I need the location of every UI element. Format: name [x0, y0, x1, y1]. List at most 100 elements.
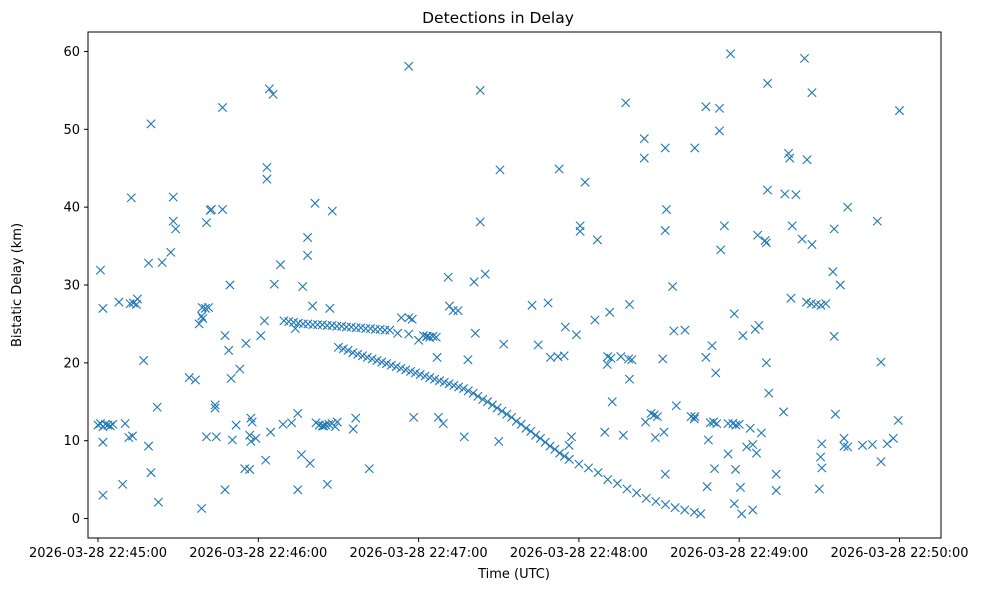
data-point-clutter: [690, 411, 700, 422]
data-point-clutter: [404, 61, 414, 71]
data-point-clutter: [624, 374, 635, 384]
data-point-clutter: [817, 463, 827, 473]
data-point-clutter: [459, 432, 469, 442]
data-point-clutter: [762, 78, 773, 88]
data-point-clutter: [828, 267, 838, 277]
data-point-track: [689, 414, 699, 424]
data-point-track: [550, 444, 560, 454]
data-point-clutter: [575, 226, 585, 236]
data-point-clutter: [830, 409, 840, 419]
data-point-clutter: [211, 432, 221, 442]
data-point-track: [731, 420, 741, 430]
data-point-clutter: [702, 482, 712, 492]
data-point-track: [425, 332, 435, 342]
data-point-clutter: [680, 325, 690, 335]
data-point-clutter: [602, 359, 612, 369]
data-point-clutter: [143, 441, 154, 451]
x-axis-label: Time (UTC): [477, 567, 550, 582]
data-point-clutter: [650, 432, 660, 443]
data-point-clutter: [737, 509, 747, 519]
data-point-clutter: [196, 311, 207, 321]
data-point-clutter: [201, 432, 212, 442]
data-point-track: [341, 322, 352, 332]
data-point-track: [612, 478, 622, 489]
data-point-clutter: [723, 418, 733, 429]
data-point-clutter: [475, 217, 485, 227]
data-point-track: [322, 320, 332, 331]
data-point-clutter: [754, 320, 764, 331]
data-point-clutter: [268, 89, 278, 99]
data-point-track: [492, 403, 502, 413]
data-point-clutter: [153, 497, 164, 507]
data-point-clutter: [797, 234, 807, 244]
data-point-clutter: [146, 468, 156, 478]
data-point-clutter: [660, 143, 670, 153]
data-point-clutter: [332, 417, 342, 427]
data-point-clutter: [303, 250, 313, 261]
data-point-track: [343, 345, 353, 355]
data-point-clutter: [867, 439, 877, 450]
data-point-track: [468, 388, 478, 398]
y-tick-label: 50: [63, 123, 80, 138]
data-point-clutter: [171, 224, 181, 234]
x-axis-ticks: 2026-03-28 22:45:00 2026-03-28 22:46:00 20…: [29, 538, 969, 561]
y-tick-label: 0: [72, 512, 80, 527]
data-point-track: [627, 355, 637, 365]
data-point-clutter: [247, 417, 257, 427]
data-point-clutter: [198, 313, 208, 324]
data-point-clutter: [157, 257, 167, 268]
data-point-clutter: [100, 419, 110, 429]
data-point-track: [540, 437, 550, 447]
data-point-clutter: [761, 358, 771, 368]
data-point-track: [502, 409, 512, 419]
data-point-track: [197, 302, 207, 313]
data-point-clutter: [303, 232, 313, 243]
data-point-clutter: [876, 457, 886, 467]
data-point-clutter: [217, 102, 228, 113]
data-point-clutter: [760, 236, 770, 246]
data-point-clutter: [738, 331, 748, 341]
data-point-clutter: [190, 375, 201, 385]
data-point-track: [734, 419, 744, 429]
data-point-clutter: [566, 432, 577, 442]
data-point-clutter: [322, 479, 332, 489]
data-point-track: [478, 394, 488, 405]
data-point-track: [458, 383, 469, 394]
data-point-clutter: [592, 235, 602, 245]
data-point-clutter: [278, 419, 288, 429]
data-point-clutter: [126, 193, 136, 203]
data-point-track: [385, 325, 395, 335]
data-point-clutter: [835, 280, 845, 290]
data-point-clutter: [393, 328, 403, 338]
data-point-clutter: [348, 424, 358, 434]
data-point-clutter: [264, 84, 274, 94]
data-point-clutter: [761, 238, 771, 248]
data-point-clutter: [220, 331, 230, 341]
data-point-clutter: [231, 420, 241, 430]
data-point-clutter: [639, 134, 649, 144]
data-point-track: [603, 475, 613, 485]
data-point-clutter: [494, 436, 504, 447]
data-point-clutter: [580, 177, 590, 187]
data-point-clutter: [748, 505, 758, 515]
data-point-track: [200, 303, 210, 313]
data-point-track: [632, 488, 642, 498]
data-point-clutter: [293, 408, 303, 419]
data-point-clutter: [893, 415, 903, 426]
data-point-clutter: [545, 352, 556, 362]
data-point-clutter: [659, 427, 669, 437]
data-point-track: [641, 493, 651, 503]
data-point-track: [506, 412, 517, 422]
data-point-clutter: [470, 328, 480, 338]
data-point-clutter: [753, 230, 763, 240]
data-point-clutter: [791, 190, 801, 200]
data-point-clutter: [857, 440, 868, 450]
data-point-clutter: [98, 490, 108, 500]
data-point-track: [712, 418, 722, 429]
data-point-clutter: [590, 315, 600, 325]
data-point-clutter: [894, 106, 905, 116]
data-point-clutter: [701, 102, 711, 112]
data-point-track: [330, 422, 340, 432]
data-point-clutter: [196, 503, 207, 514]
